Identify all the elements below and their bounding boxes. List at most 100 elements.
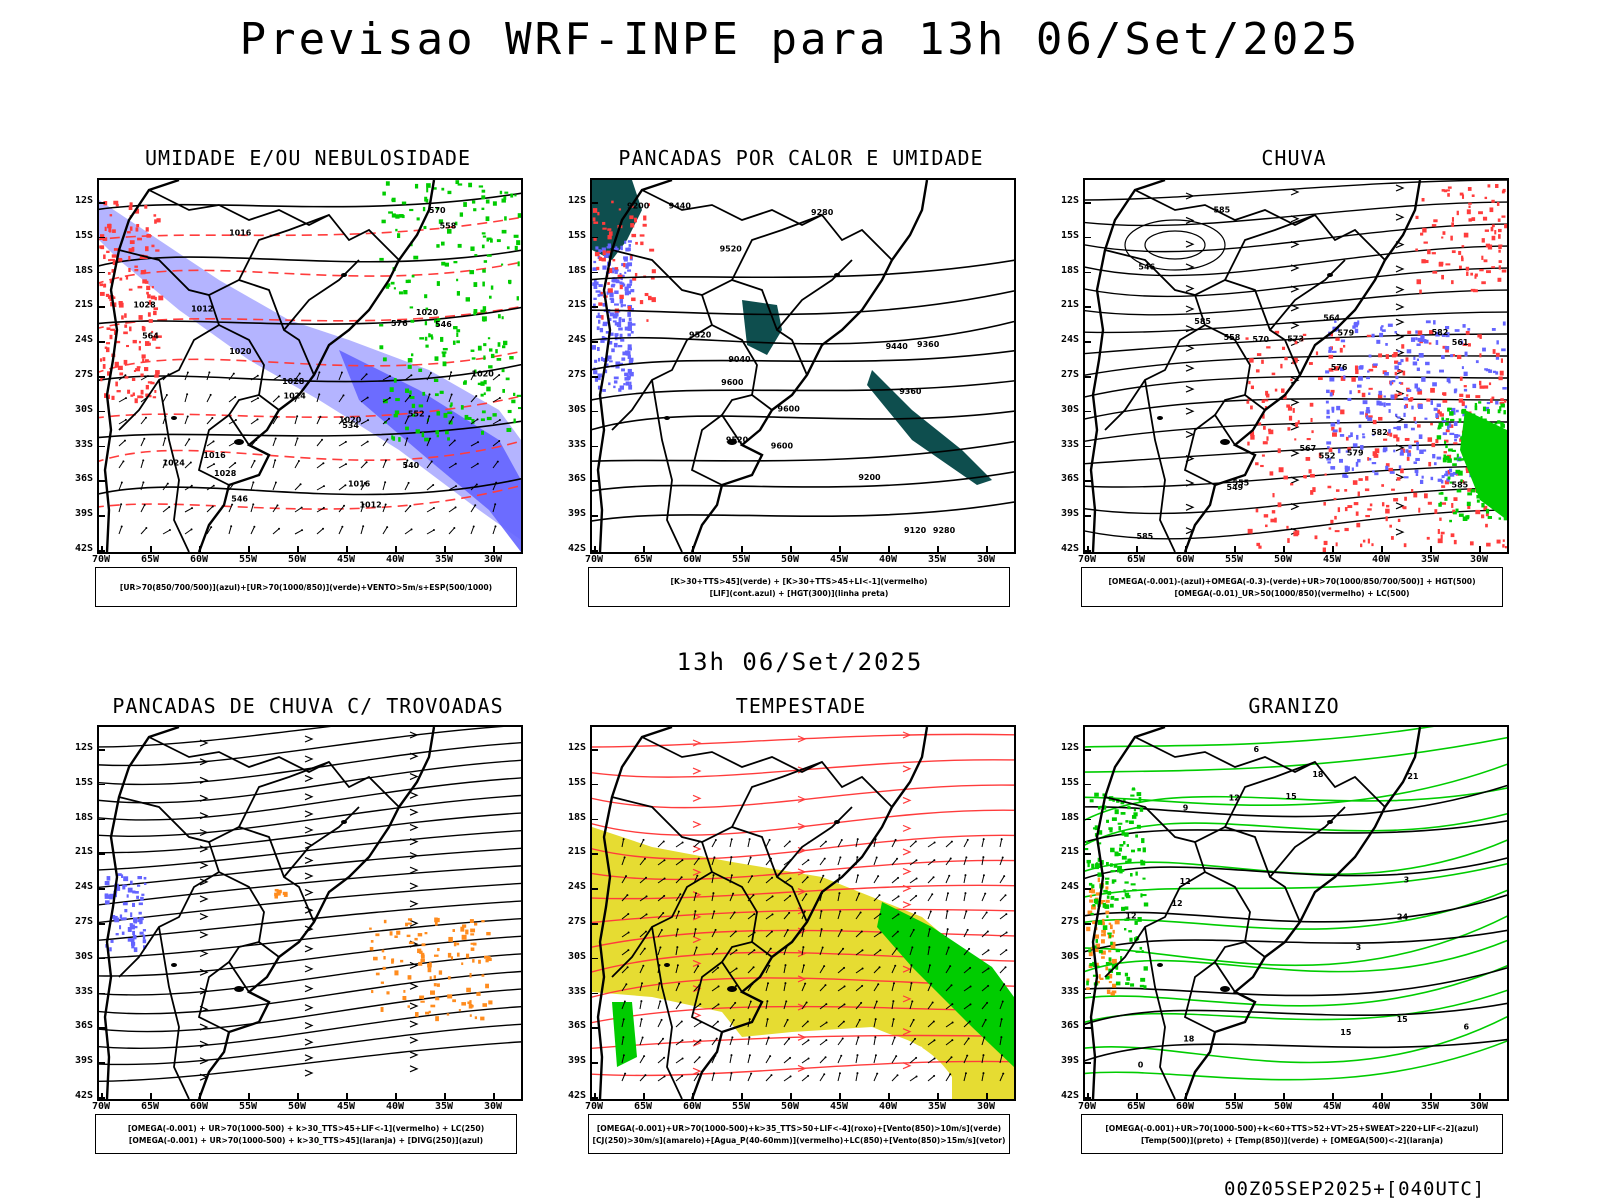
map-panel-6: 12 18 15 12 9 6 3 0 3 6 12 15 18 21 24 15 12 — [1083, 725, 1509, 1101]
lon-label: 70W — [91, 1101, 111, 1112]
lon-tick — [643, 1093, 645, 1099]
lat-label: 42S — [1060, 1090, 1079, 1101]
lat-label: 33S — [567, 438, 586, 450]
svg-text:573: 573 — [1287, 335, 1304, 344]
lat-tick — [99, 957, 105, 960]
lon-tick — [199, 546, 201, 552]
svg-text:570: 570 — [429, 206, 446, 215]
legend-line: [OMEGA(-0.001)+UR>70(1000-500)+k<60+TTS>… — [1105, 1124, 1479, 1133]
svg-text:9360: 9360 — [917, 340, 940, 349]
svg-text:9520: 9520 — [726, 436, 749, 445]
lat-label: 24S — [1060, 881, 1079, 893]
lat-label: 21S — [567, 846, 586, 858]
panel-title-3: CHUVA — [1261, 146, 1327, 170]
svg-text:561: 561 — [1452, 338, 1469, 347]
map-panel-4 — [97, 725, 523, 1101]
lat-tick — [592, 1062, 598, 1064]
lon-label: 70W — [91, 554, 111, 565]
lat-label: 12S — [567, 742, 586, 753]
lat-label: 33S — [74, 438, 93, 450]
panel-title-6: GRANIZO — [1248, 694, 1340, 718]
lat-tick — [592, 202, 598, 204]
map-panel-5 — [590, 725, 1016, 1101]
lon-label: 65W — [633, 1101, 653, 1112]
lon-tick — [741, 546, 743, 552]
lon-label: 30W — [483, 1101, 503, 1112]
lon-tick — [1430, 546, 1432, 552]
lon-label: 70W — [1077, 554, 1097, 565]
lon-tick — [395, 1093, 397, 1099]
lon-tick — [150, 1093, 152, 1099]
lon-label: 40W — [878, 554, 898, 565]
lat-label: 36S — [1060, 1020, 1079, 1032]
svg-text:579: 579 — [1337, 329, 1354, 338]
lon-tick — [1332, 1093, 1334, 1099]
lat-label: 39S — [567, 508, 586, 520]
lon-tick — [1381, 1093, 1383, 1099]
lat-label: 12S — [1060, 195, 1079, 206]
lat-label: 27S — [1060, 916, 1079, 927]
svg-text:1020: 1020 — [229, 347, 252, 356]
lon-tick — [1185, 546, 1187, 552]
lat-tick — [592, 445, 598, 448]
lat-tick — [99, 480, 105, 482]
lat-tick — [592, 957, 598, 960]
lon-label: 55W — [1224, 554, 1244, 565]
lon-label: 35W — [1420, 1101, 1440, 1112]
lon-label: 30W — [1469, 554, 1489, 565]
lon-label: 40W — [878, 1101, 898, 1112]
svg-text:9440: 9440 — [886, 342, 909, 351]
lat-label: 27S — [567, 916, 586, 927]
lon-tick — [248, 1093, 250, 1099]
lat-tick — [592, 818, 598, 821]
lat-tick — [592, 923, 598, 925]
lon-label: 70W — [584, 554, 604, 565]
lon-label: 35W — [1420, 554, 1440, 565]
panel-title-5: TEMPESTADE — [735, 694, 867, 718]
lat-label: 24S — [567, 334, 586, 346]
lon-label: 30W — [976, 1101, 996, 1112]
lon-label: 55W — [731, 1101, 751, 1112]
lon-tick — [101, 546, 103, 552]
lat-tick — [99, 445, 105, 448]
lat-label: 42S — [74, 1090, 93, 1101]
lon-label: 50W — [780, 554, 800, 565]
lon-label: 30W — [1469, 1101, 1489, 1112]
lon-tick — [1479, 1093, 1481, 1099]
lon-tick — [790, 546, 792, 552]
lat-tick — [99, 888, 105, 890]
lon-tick — [1430, 1093, 1432, 1099]
lat-label: 42S — [567, 543, 586, 554]
legend-line: [K>30+TTS>45](verde) + [K>30+TTS>45+LI<-… — [670, 577, 928, 586]
lon-label: 45W — [336, 1101, 356, 1112]
svg-text:9600: 9600 — [778, 405, 801, 414]
lat-tick — [99, 410, 105, 413]
lon-tick — [1381, 546, 1383, 552]
lat-label: 33S — [1060, 985, 1079, 997]
svg-text:552: 552 — [1319, 452, 1336, 461]
svg-text:15: 15 — [1286, 792, 1298, 801]
lon-tick — [493, 546, 495, 552]
svg-text:1016: 1016 — [348, 480, 371, 489]
legend-box-5: [OMEGA(-0.001)+UR>70(1000-500)+k>35_TTS>… — [588, 1114, 1010, 1154]
svg-text:534: 534 — [342, 421, 359, 430]
map-graphic-5 — [592, 727, 1014, 1099]
svg-text:1016: 1016 — [203, 451, 226, 460]
lat-tick — [1085, 749, 1091, 751]
lon-tick — [692, 546, 694, 552]
lon-tick — [248, 546, 250, 552]
map-graphic-4 — [99, 727, 521, 1099]
legend-line: [Temp(500)](preto) + [Temp(850)](verde) … — [1140, 1136, 1444, 1145]
svg-text:12: 12 — [1171, 899, 1182, 908]
svg-text:585: 585 — [1137, 532, 1154, 541]
lat-label: 21S — [567, 299, 586, 311]
lon-tick — [937, 1093, 939, 1099]
svg-text:549: 549 — [1227, 483, 1244, 492]
lat-tick — [592, 888, 598, 890]
lon-tick — [444, 546, 446, 552]
lat-tick — [1085, 410, 1091, 413]
svg-text:585: 585 — [1452, 480, 1469, 489]
svg-text:1028: 1028 — [133, 300, 156, 309]
lon-tick — [986, 546, 988, 552]
lon-tick — [1136, 546, 1138, 552]
